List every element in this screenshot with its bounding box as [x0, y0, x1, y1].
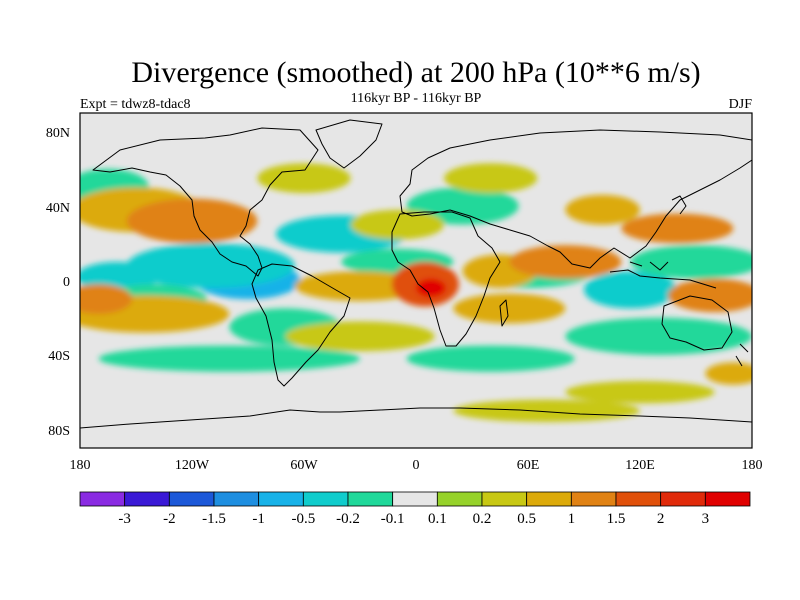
divergence-blob-11 [630, 245, 752, 279]
coastline-eurasia [399, 129, 752, 269]
divergence-blob-32 [453, 399, 640, 422]
colorbar-label-2: -1.5 [202, 511, 226, 527]
colorbar-swatch-5 [302, 491, 349, 507]
coastline-new-zealand [735, 343, 749, 367]
colorbar-swatch-3 [213, 491, 260, 507]
colorbar-swatch-14 [704, 491, 751, 507]
divergence-blob-20 [294, 271, 426, 301]
divergence-blob-30 [444, 163, 538, 194]
divergence-blob-26 [668, 278, 752, 313]
colorbar-swatch-4 [258, 491, 304, 507]
x-tick-180w: 180 [70, 458, 91, 473]
divergence-field [80, 163, 752, 422]
chart-subtitle: 116kyr BP - 116kyr BP [351, 91, 482, 106]
coastline-australia [661, 295, 733, 351]
colorbar-swatch-8 [436, 491, 483, 507]
divergence-blob-10 [584, 271, 678, 309]
divergence-blob-24 [509, 245, 622, 279]
colorbar-swatch-9 [481, 491, 528, 507]
coastline-north-america [92, 127, 319, 277]
divergence-blob-31 [257, 163, 351, 194]
colorbar-swatch-13 [660, 491, 706, 507]
map-frame [79, 112, 753, 449]
colorbar-swatch-7 [392, 491, 438, 507]
y-tick-40n: 40N [46, 201, 70, 216]
colorbar-label-0: -3 [118, 511, 131, 527]
divergence-blob-25 [621, 213, 734, 244]
chart-title: Divergence (smoothed) at 200 hPa (10**6 … [131, 56, 700, 89]
colorbar-swatch-11 [570, 491, 617, 507]
colorbar-label-5: -0.2 [336, 511, 360, 527]
divergence-blob-33 [565, 381, 715, 404]
divergence-blob-35 [705, 362, 752, 385]
y-tick-80n: 80N [46, 126, 70, 141]
x-tick-120w: 120W [175, 458, 210, 473]
x-tick-0: 0 [413, 458, 420, 473]
colorbar-label-10: 1 [568, 511, 576, 527]
divergence-blob-8 [406, 187, 519, 225]
colorbar: -3 -2 -1.5 -1 -0.5 -0.2 -0.1 0.1 0.2 0.5 1 1.5 2 3 [79, 491, 751, 527]
coastline-japan [671, 195, 687, 215]
divergence-blob-14 [406, 345, 575, 372]
coastline-south-america [251, 263, 351, 387]
coastlines [80, 119, 752, 429]
colorbar-swatch-10 [526, 491, 572, 507]
divergence-blob-13 [98, 345, 360, 372]
colorbar-label-7: 0.1 [428, 511, 447, 527]
y-tick-80s: 80S [48, 424, 70, 439]
colorbar-label-8: 0.2 [473, 511, 492, 527]
coastline-indonesia [609, 261, 717, 289]
colorbar-swatch-12 [615, 491, 662, 507]
coastline-africa [391, 211, 501, 347]
colorbar-label-11: 1.5 [607, 511, 626, 527]
divergence-blob-2 [126, 243, 295, 288]
map-plot-area: 80N 40N 0 40S 80S 180 120W 60W 0 60E 120… [46, 112, 763, 473]
colorbar-label-12: 2 [657, 511, 665, 527]
colorbar-swatch-2 [168, 491, 215, 507]
x-tick-180e: 180 [742, 458, 763, 473]
colorbar-label-1: -2 [163, 511, 176, 527]
divergence-blob-29 [350, 209, 445, 240]
colorbar-swatch-1 [124, 491, 170, 507]
colorbar-swatch-0 [79, 491, 126, 507]
divergence-blob-34 [565, 194, 641, 225]
experiment-label: Expt = tdwz8-tdac8 [80, 97, 191, 112]
colorbar-label-9: 0.5 [517, 511, 536, 527]
colorbar-label-13: 3 [702, 511, 710, 527]
divergence-blob-27 [453, 293, 566, 324]
x-tick-120e: 120E [625, 458, 655, 473]
x-axis: 180 120W 60W 0 60E 120E 180 [70, 458, 763, 473]
coastline-madagascar [499, 299, 509, 327]
y-tick-40s: 40S [48, 349, 70, 364]
colorbar-label-3: -1 [252, 511, 265, 527]
divergence-blob-17 [126, 198, 258, 244]
divergence-blob-15 [565, 317, 752, 355]
divergence-blob-22 [416, 278, 446, 298]
divergence-blob-19 [80, 284, 133, 314]
colorbar-label-6: -0.1 [381, 511, 405, 527]
y-tick-0: 0 [63, 275, 70, 290]
divergence-blob-28 [285, 321, 435, 352]
coastline-antarctica [80, 407, 752, 429]
y-axis: 80N 40N 0 40S 80S [46, 126, 70, 439]
colorbar-swatch-6 [347, 491, 394, 507]
x-tick-60w: 60W [290, 458, 318, 473]
colorbar-label-4: -0.5 [291, 511, 315, 527]
x-tick-60e: 60E [517, 458, 540, 473]
divergence-blob-3 [80, 261, 159, 292]
coastline-greenland [315, 119, 383, 169]
season-label: DJF [729, 97, 753, 112]
